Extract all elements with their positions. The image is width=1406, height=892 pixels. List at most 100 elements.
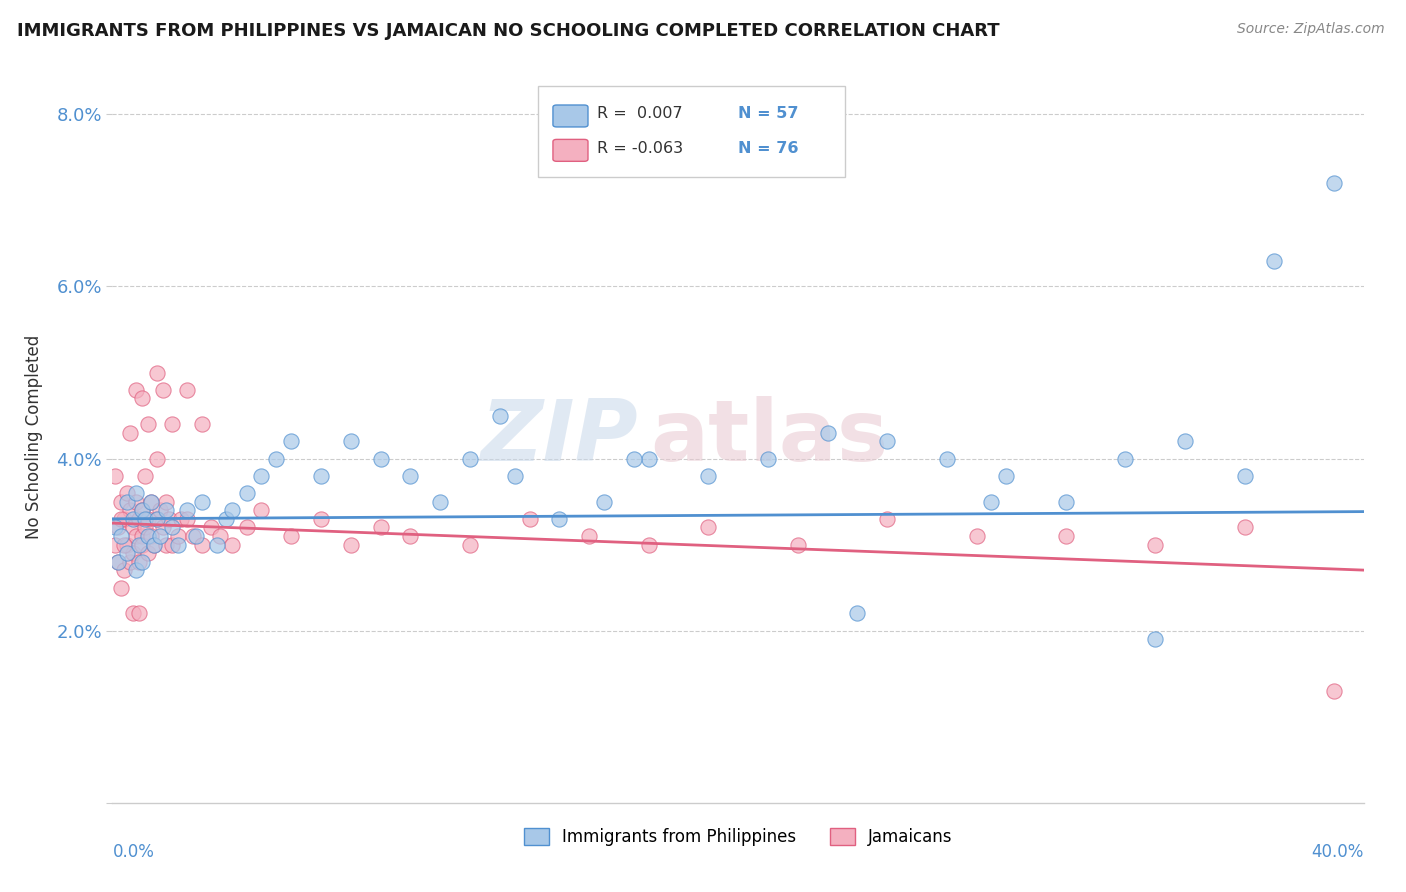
Point (1323, 684, 1346, 698)
Point (215, 512, 238, 526)
Point (191, 538, 214, 552)
Point (120, 555, 142, 569)
Point (340, 538, 363, 552)
Point (122, 512, 145, 526)
Text: Source: ZipAtlas.com: Source: ZipAtlas.com (1237, 22, 1385, 37)
Point (125, 383, 148, 397)
Point (429, 494, 451, 508)
Point (221, 503, 243, 517)
Point (1054, 529, 1077, 543)
Point (104, 520, 127, 534)
Y-axis label: No Schooling Completed: No Schooling Completed (24, 335, 42, 539)
Point (309, 512, 332, 526)
Point (1323, 176, 1346, 190)
Text: N = 76: N = 76 (738, 141, 799, 156)
Point (146, 512, 169, 526)
Point (152, 383, 174, 397)
Point (125, 564, 148, 578)
Point (136, 417, 159, 432)
Text: IMMIGRANTS FROM PHILIPPINES VS JAMAICAN NO SCHOOLING COMPLETED CORRELATION CHART: IMMIGRANTS FROM PHILIPPINES VS JAMAICAN … (17, 22, 1000, 40)
Point (966, 529, 988, 543)
Point (697, 520, 720, 534)
Point (250, 468, 273, 483)
Point (128, 538, 150, 552)
Point (340, 434, 363, 449)
Point (155, 503, 177, 517)
FancyBboxPatch shape (553, 105, 588, 127)
Point (155, 494, 177, 508)
Point (1114, 451, 1136, 466)
Text: ZIP: ZIP (481, 395, 638, 479)
Point (697, 468, 720, 483)
Point (131, 538, 153, 552)
Point (637, 538, 659, 552)
Point (120, 425, 142, 440)
Point (107, 555, 129, 569)
Point (1174, 434, 1197, 449)
Point (134, 520, 156, 534)
Point (146, 366, 169, 380)
FancyBboxPatch shape (553, 139, 588, 161)
Point (136, 529, 159, 543)
Point (184, 529, 207, 543)
Point (458, 451, 481, 466)
Point (157, 512, 180, 526)
Point (122, 546, 145, 560)
Point (548, 512, 571, 526)
Point (107, 555, 129, 569)
Point (593, 494, 616, 508)
Text: N = 57: N = 57 (738, 106, 799, 121)
Point (160, 520, 183, 534)
Point (1233, 520, 1256, 534)
Point (112, 512, 135, 526)
Point (200, 520, 222, 534)
Text: R =  0.007: R = 0.007 (596, 106, 682, 121)
Point (309, 468, 332, 483)
Point (112, 538, 135, 552)
Point (578, 529, 600, 543)
Point (1144, 538, 1167, 552)
Point (117, 538, 139, 552)
Point (143, 538, 166, 552)
Point (176, 512, 198, 526)
Point (149, 503, 172, 517)
Point (280, 529, 302, 543)
Point (1233, 468, 1256, 483)
Point (125, 529, 148, 543)
Point (128, 512, 150, 526)
Point (136, 512, 159, 526)
Point (1263, 253, 1285, 268)
Point (637, 451, 659, 466)
Point (141, 529, 163, 543)
Point (488, 409, 510, 423)
Point (370, 451, 392, 466)
Point (141, 494, 163, 508)
Legend: Immigrants from Philippines, Jamaicans: Immigrants from Philippines, Jamaicans (517, 822, 959, 853)
Point (176, 503, 198, 517)
Point (235, 486, 257, 500)
Point (266, 451, 288, 466)
Text: R = -0.063: R = -0.063 (596, 141, 683, 156)
Point (503, 468, 526, 483)
Point (104, 468, 127, 483)
Point (280, 434, 302, 449)
Point (117, 546, 139, 560)
Point (167, 529, 190, 543)
Point (250, 503, 273, 517)
Point (181, 529, 204, 543)
Point (399, 468, 422, 483)
Point (160, 417, 183, 432)
Point (110, 529, 132, 543)
Point (134, 512, 156, 526)
Point (846, 607, 869, 621)
Point (191, 494, 214, 508)
Point (221, 538, 243, 552)
Point (786, 538, 808, 552)
Point (143, 538, 166, 552)
Point (935, 451, 957, 466)
Point (131, 503, 153, 517)
Point (235, 520, 257, 534)
Point (104, 538, 127, 552)
Point (131, 392, 153, 406)
Point (146, 512, 169, 526)
